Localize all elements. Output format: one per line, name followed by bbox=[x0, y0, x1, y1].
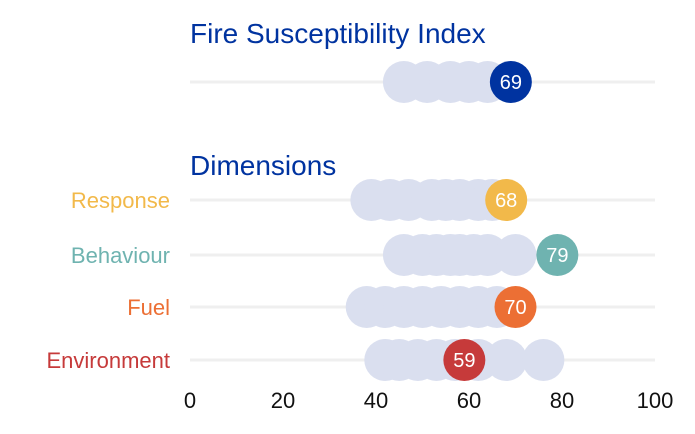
row-label: Response bbox=[71, 188, 170, 213]
data-label: 69 bbox=[500, 72, 522, 94]
highlight-point bbox=[536, 234, 579, 276]
data-label: 68 bbox=[495, 190, 517, 212]
x-tick-label: 100 bbox=[637, 388, 674, 413]
other-point bbox=[494, 234, 537, 276]
x-tick-label: 40 bbox=[364, 388, 388, 413]
data-label: 70 bbox=[504, 297, 526, 319]
other-point bbox=[522, 339, 565, 381]
row-label: Behaviour bbox=[71, 243, 170, 268]
highlight-point bbox=[485, 179, 528, 221]
x-tick-label: 0 bbox=[184, 388, 196, 413]
highlight-point bbox=[494, 286, 537, 328]
data-label: 79 bbox=[546, 245, 568, 267]
chart-title: Fire Susceptibility Index bbox=[190, 18, 486, 49]
x-tick-label: 20 bbox=[271, 388, 295, 413]
other-point bbox=[485, 339, 528, 381]
highlight-point bbox=[443, 339, 486, 381]
x-tick-label: 80 bbox=[550, 388, 574, 413]
row-label: Environment bbox=[46, 348, 170, 373]
chart-subtitle: Dimensions bbox=[190, 150, 336, 181]
row-label: Fuel bbox=[127, 295, 170, 320]
x-tick-label: 60 bbox=[457, 388, 481, 413]
data-label: 59 bbox=[453, 350, 475, 372]
highlight-point bbox=[489, 61, 532, 103]
